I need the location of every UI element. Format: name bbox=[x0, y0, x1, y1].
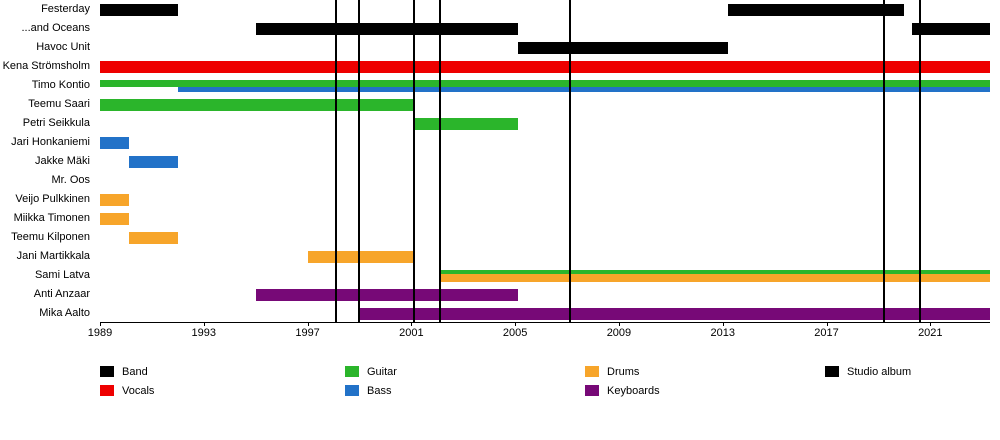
legend-label: Vocals bbox=[122, 384, 155, 397]
timeline-bar bbox=[100, 136, 129, 149]
row-label: Festerday bbox=[41, 3, 90, 15]
timeline-bar bbox=[100, 3, 178, 16]
studio-album-line bbox=[568, 0, 571, 322]
studio-album-line bbox=[882, 0, 885, 322]
timeline-bar bbox=[912, 22, 990, 35]
legend-item: Vocals bbox=[100, 381, 154, 400]
axis-tick-label: 1989 bbox=[87, 327, 113, 339]
timeline-bar bbox=[100, 60, 990, 73]
legend-item: Bass bbox=[345, 381, 391, 400]
row-label: Jari Honkaniemi bbox=[11, 136, 90, 148]
timeline-bar bbox=[100, 193, 129, 206]
legend: Band Vocals Guitar Bass Drums Keyboards Studio… bbox=[0, 362, 1000, 412]
timeline-bar bbox=[100, 212, 129, 225]
legend-item: Guitar bbox=[345, 362, 397, 381]
axis-tick bbox=[100, 323, 101, 326]
row-label: Mika Aalto bbox=[39, 307, 90, 319]
axis-tick bbox=[826, 323, 828, 326]
row-label: ...and Oceans bbox=[21, 22, 91, 34]
legend-item: Studio album bbox=[825, 362, 911, 381]
row-label: Kena Strömsholm bbox=[2, 60, 90, 72]
row-label: Mr. Oos bbox=[51, 174, 90, 186]
row-label: Teemu Kilponen bbox=[11, 231, 90, 243]
legend-label: Guitar bbox=[367, 365, 397, 378]
legend-item: Band bbox=[100, 362, 148, 381]
timeline-bar bbox=[128, 155, 178, 168]
axis-tick-label: 1997 bbox=[295, 327, 320, 339]
timeline-bar bbox=[177, 86, 990, 92]
axis-tick bbox=[203, 323, 205, 326]
x-axis: 1989 1993 1997 2001 2005 2009 2013 2017 2021 bbox=[88, 322, 990, 342]
timeline-bar bbox=[727, 3, 905, 16]
timeline-bar bbox=[255, 22, 518, 35]
studio-album-line bbox=[358, 0, 361, 322]
legend-item: Keyboards bbox=[585, 381, 660, 400]
axis-tick bbox=[930, 323, 932, 326]
legend-swatch bbox=[585, 385, 599, 396]
timeline-bar bbox=[439, 273, 990, 282]
studio-album-line bbox=[438, 0, 441, 322]
row-label: Teemu Saari bbox=[28, 98, 90, 110]
row-label: Timo Kontio bbox=[31, 79, 90, 91]
legend-swatch bbox=[345, 366, 359, 377]
legend-swatch bbox=[345, 385, 359, 396]
axis-line bbox=[100, 322, 990, 323]
axis-tick-label: 2001 bbox=[399, 327, 424, 339]
timeline-bar bbox=[100, 79, 990, 87]
legend-label: Bass bbox=[367, 384, 392, 397]
axis-tick-label: 2009 bbox=[606, 327, 632, 339]
legend-label: Band bbox=[122, 365, 148, 378]
legend-swatch bbox=[825, 366, 839, 377]
timeline-bar bbox=[413, 117, 518, 130]
row-label: Jakke Mäki bbox=[34, 155, 90, 167]
timeline-bar bbox=[307, 250, 414, 263]
row-label: Anti Anzaar bbox=[33, 288, 90, 300]
row-label: Petri Seikkula bbox=[22, 117, 90, 129]
axis-tick bbox=[618, 323, 620, 326]
timeline-bar bbox=[517, 41, 728, 54]
legend-swatch bbox=[100, 385, 114, 396]
axis-tick bbox=[515, 323, 517, 326]
legend-label: Drums bbox=[607, 365, 640, 378]
row-label: Sami Latva bbox=[34, 269, 90, 281]
timeline-bar bbox=[100, 98, 414, 111]
axis-tick-label: 2013 bbox=[710, 327, 735, 339]
timeline-bar bbox=[439, 269, 990, 274]
row-label: Miikka Timonen bbox=[13, 212, 90, 224]
studio-album-line bbox=[412, 0, 415, 322]
timeline-bar bbox=[128, 231, 178, 244]
axis-tick bbox=[307, 323, 309, 326]
axis-tick-label: 1993 bbox=[191, 327, 217, 339]
row-label: Havoc Unit bbox=[36, 41, 90, 53]
axis-tick bbox=[722, 323, 724, 326]
legend-item: Drums bbox=[585, 362, 639, 381]
timeline-bar bbox=[255, 288, 518, 301]
legend-label: Studio album bbox=[847, 365, 912, 378]
timeline-bar bbox=[359, 307, 990, 320]
axis-tick-label: 2017 bbox=[814, 327, 839, 339]
legend-swatch bbox=[585, 366, 599, 377]
row-label: Jani Martikkala bbox=[16, 250, 90, 262]
legend-label: Keyboards bbox=[607, 384, 660, 397]
axis-tick-label: 2021 bbox=[918, 327, 943, 339]
row-label: Veijo Pulkkinen bbox=[15, 193, 90, 205]
legend-swatch bbox=[100, 366, 114, 377]
axis-tick-label: 2005 bbox=[502, 327, 528, 339]
axis-tick bbox=[411, 323, 413, 326]
row-labels: Festerday ...and Oceans Havoc Unit Kena Str… bbox=[0, 0, 95, 323]
studio-album-line bbox=[335, 0, 338, 322]
studio-album-line bbox=[918, 0, 921, 322]
plot-area bbox=[100, 0, 990, 323]
